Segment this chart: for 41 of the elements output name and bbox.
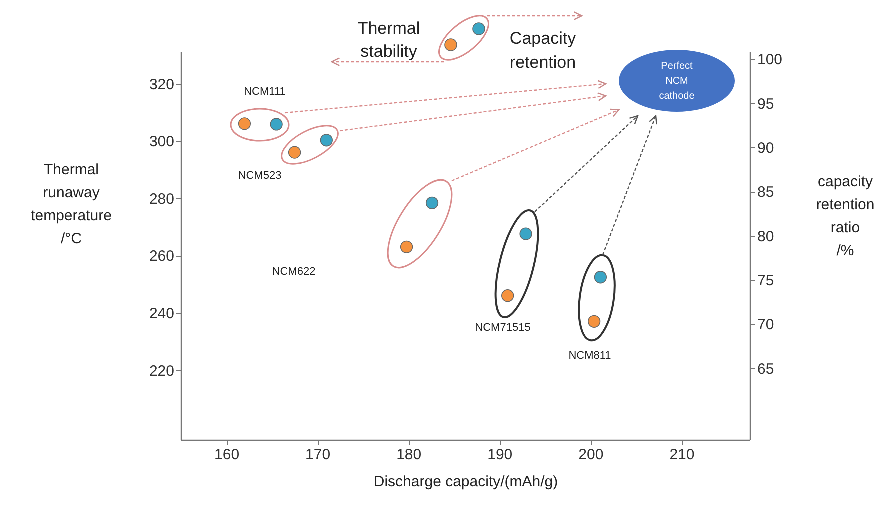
point — [502, 290, 514, 302]
annotation: NCM622 — [272, 266, 316, 278]
x-tick-label: 210 — [670, 446, 695, 464]
x-tick-label: 180 — [396, 446, 422, 464]
annotation: NCM111 — [244, 86, 286, 98]
x-tick-label: 170 — [306, 446, 331, 464]
y2-tick-label: 90 — [758, 140, 774, 157]
x-axis-title: Discharge capacity/(mAh/g) — [374, 474, 558, 490]
y2-tick-label: 65 — [758, 360, 774, 378]
annotation: NCM523 — [238, 170, 282, 182]
y-axis-title: Thermal runaway temperature /°C — [31, 162, 112, 248]
point — [594, 271, 608, 284]
point — [238, 118, 252, 130]
annotation: Thermal stability — [358, 19, 420, 62]
annotation: NCM71515 — [475, 322, 531, 334]
point — [426, 196, 439, 210]
point — [270, 118, 283, 131]
y-tick-label: 300 — [149, 134, 174, 151]
x-tick-label: 200 — [578, 446, 604, 464]
y-tick-label: 320 — [149, 76, 174, 94]
annotation: Capacity retention — [510, 29, 577, 72]
x-tick-label: 190 — [488, 446, 513, 464]
y-tick-label: 220 — [149, 362, 174, 380]
point — [400, 240, 414, 254]
point — [588, 315, 601, 328]
y2-tick-label: 70 — [758, 316, 774, 334]
y-tick-label: 260 — [149, 248, 174, 266]
annotation: Perfect NCM cathode — [659, 60, 696, 102]
x-tick-label: 160 — [214, 446, 240, 464]
y2-axis-title: capacity retention ratio /% — [816, 174, 875, 260]
point — [288, 146, 302, 159]
point — [520, 228, 532, 240]
y2-tick-label: 75 — [758, 272, 774, 290]
y2-tick-label: 80 — [758, 228, 774, 246]
y-tick-label: 280 — [149, 190, 174, 208]
y2-tick-label: 95 — [758, 96, 774, 113]
y2-tick-label: 100 — [758, 52, 783, 69]
y2-tick-label: 85 — [758, 184, 774, 202]
y-tick-label: 240 — [149, 306, 174, 323]
point — [320, 134, 333, 147]
annotation: NCM811 — [568, 350, 612, 362]
